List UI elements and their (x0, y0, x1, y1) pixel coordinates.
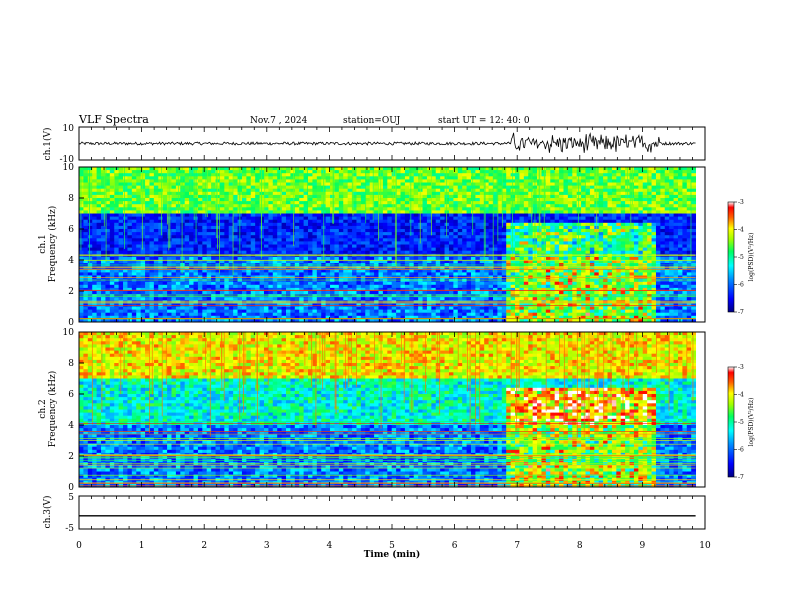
ch1-spectrogram-yticks: 0 2 4 6 8 10 (63, 163, 84, 328)
ch1-ytick-bottom: -10 (60, 155, 75, 165)
ch1-ylabel: ch.1(V) (42, 128, 53, 161)
ch3-ylabel: ch.3(V) (42, 496, 53, 529)
ch3-ytick-bottom: -5 (65, 524, 74, 534)
ch1-ytick-top: 10 (63, 124, 75, 134)
ytick-label: 10 (63, 328, 75, 338)
start-time-label: start UT = 12: 40: 0 (438, 116, 530, 126)
ch1-colorbar-label: log(PSD)(V²/Hz) (748, 233, 755, 282)
x-tick-label: 1 (139, 541, 145, 551)
ytick-label: 8 (68, 194, 74, 204)
ytick-label: 0 (68, 318, 74, 328)
ytick-label: 8 (68, 359, 74, 369)
x-axis-ticks: 0 1 2 3 4 5 6 7 8 9 10 (76, 127, 711, 551)
colorbar-tick-label: -3 (738, 199, 744, 206)
date-label: Nov.7 , 2024 (250, 116, 308, 126)
ytick-label: 2 (68, 287, 74, 297)
ch2-colorbar: -3 -4 -5 -6 -7 log(PSD)(V²/Hz) (727, 364, 755, 481)
x-tick-label: 3 (264, 541, 270, 551)
x-axis-label: Time (min) (364, 549, 421, 560)
colorbar-tick-label: -4 (738, 227, 744, 234)
ch2-colorbar-label: log(PSD)(V²/Hz) (748, 398, 755, 447)
ch1-spectrogram-image (79, 167, 705, 323)
ch1-spec-ylabel: Frequency (kHz) (47, 206, 58, 283)
colorbar-tick-label: -7 (738, 309, 744, 316)
x-tick-label: 8 (577, 541, 583, 551)
ch2-spectrogram-panel: 0 2 4 6 8 10 ch.2 Frequency (kHz) -3 -4 -5 -6 -7 … (38, 328, 755, 493)
x-tick-label: 9 (640, 541, 646, 551)
colorbar-tick-label: -3 (738, 364, 744, 371)
ytick-label: 6 (68, 225, 74, 235)
figure-title: VLF Spectra (78, 113, 149, 126)
ytick-label: 4 (68, 421, 74, 431)
ytick-label: 2 (68, 452, 74, 462)
ch2-spec-ylabel: Frequency (kHz) (47, 371, 58, 448)
colorbar-tick-label: -6 (738, 282, 744, 289)
x-tick-label: 4 (327, 541, 333, 551)
ytick-label: 4 (68, 256, 74, 266)
colorbar-tick-label: -6 (738, 447, 744, 454)
x-tick-label: 10 (699, 541, 711, 551)
ch3-waveform-frame (78, 495, 706, 530)
colorbar-tick-label: -5 (738, 254, 744, 261)
x-tick-label: 7 (514, 541, 520, 551)
x-tick-label: 0 (76, 541, 82, 551)
ch1-colorbar-gradient (727, 201, 735, 313)
colorbar-tick-label: -5 (738, 419, 744, 426)
colorbar-tick-label: -4 (738, 392, 744, 399)
station-label: station=OUJ (343, 116, 401, 126)
ytick-label: 10 (63, 163, 75, 173)
ch1-spectrogram-panel: 0 2 4 6 8 10 ch.1 Frequency (kHz) -3 -4 -5 -6 -7 … (38, 163, 755, 328)
ytick-label: 0 (68, 483, 74, 493)
x-tick-label: 2 (201, 541, 207, 551)
ch2-spectrogram-image (79, 332, 705, 488)
x-tick-label: 5 (389, 541, 395, 551)
ch1-waveform-panel: 10 -10 ch.1(V) (42, 124, 706, 165)
ch1-waveform-frame (78, 126, 706, 161)
ch3-ytick-top: 5 (68, 493, 74, 503)
ch1-colorbar: -3 -4 -5 -6 -7 log(PSD)(V²/Hz) (727, 199, 755, 316)
ch2-colorbar-gradient (727, 366, 735, 478)
ch1-waveform-line (78, 132, 696, 153)
ch1-spec-label: ch.1 (38, 234, 48, 253)
ch3-waveform-panel: 5 -5 ch.3(V) (42, 493, 706, 534)
x-tick-label: 6 (452, 541, 458, 551)
ytick-label: 6 (68, 390, 74, 400)
ch2-spec-label: ch.2 (38, 399, 48, 418)
ch2-spectrogram-yticks: 0 2 4 6 8 10 (63, 328, 84, 493)
colorbar-tick-label: -7 (738, 474, 744, 481)
